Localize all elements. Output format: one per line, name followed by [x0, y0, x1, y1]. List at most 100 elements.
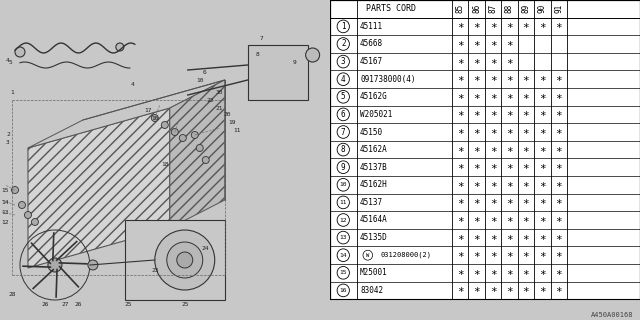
Text: 21: 21 — [216, 106, 223, 110]
Text: ∗: ∗ — [457, 127, 463, 137]
Text: ∗: ∗ — [556, 180, 562, 190]
Polygon shape — [28, 108, 170, 268]
Text: 88: 88 — [505, 4, 514, 13]
Polygon shape — [28, 80, 225, 148]
Text: ∗: ∗ — [457, 268, 463, 278]
Text: ∗: ∗ — [457, 21, 463, 31]
Text: 9: 9 — [292, 60, 296, 65]
Text: 9: 9 — [341, 163, 346, 172]
Text: ∗: ∗ — [473, 162, 480, 172]
Text: ∗: ∗ — [522, 197, 529, 207]
Text: 45135D: 45135D — [360, 233, 388, 242]
Text: 45668: 45668 — [360, 39, 383, 49]
Text: ∗: ∗ — [506, 285, 513, 295]
Text: M25001: M25001 — [360, 268, 388, 277]
Text: 45162A: 45162A — [360, 145, 388, 154]
Circle shape — [337, 108, 349, 121]
Text: ∗: ∗ — [473, 285, 480, 295]
Text: ∗: ∗ — [539, 92, 546, 102]
Text: ∗: ∗ — [490, 39, 497, 49]
Text: 89: 89 — [522, 4, 531, 13]
Text: ∗: ∗ — [522, 109, 529, 119]
Text: ∗: ∗ — [506, 145, 513, 155]
Circle shape — [337, 20, 349, 33]
Text: 14: 14 — [1, 199, 9, 204]
Text: 16: 16 — [151, 116, 159, 121]
Text: ∗: ∗ — [457, 250, 463, 260]
Circle shape — [337, 38, 349, 50]
Circle shape — [172, 129, 179, 135]
Text: 90: 90 — [538, 4, 547, 13]
Text: 45162H: 45162H — [360, 180, 388, 189]
Circle shape — [337, 179, 349, 191]
Text: 85: 85 — [456, 4, 465, 13]
Polygon shape — [170, 80, 225, 228]
Text: 7: 7 — [341, 127, 346, 137]
Text: ∗: ∗ — [473, 145, 480, 155]
Text: ∗: ∗ — [539, 233, 546, 243]
Text: 83042: 83042 — [360, 286, 383, 295]
Text: 7: 7 — [260, 36, 264, 41]
Text: ∗: ∗ — [490, 162, 497, 172]
Text: ∗: ∗ — [539, 215, 546, 225]
Text: 031208000(2): 031208000(2) — [380, 252, 431, 259]
Text: ∗: ∗ — [490, 197, 497, 207]
Text: W205021: W205021 — [360, 110, 392, 119]
Text: 5: 5 — [8, 60, 12, 65]
Text: 25: 25 — [124, 302, 132, 308]
Text: ∗: ∗ — [506, 233, 513, 243]
Text: ∗: ∗ — [556, 233, 562, 243]
Text: 25: 25 — [181, 302, 189, 308]
Text: ∗: ∗ — [506, 268, 513, 278]
Circle shape — [337, 284, 349, 297]
Circle shape — [337, 231, 349, 244]
Text: 8: 8 — [256, 52, 260, 58]
Text: 6: 6 — [341, 110, 346, 119]
Text: ∗: ∗ — [522, 162, 529, 172]
Text: ∗: ∗ — [539, 250, 546, 260]
Text: 2: 2 — [341, 39, 346, 49]
Text: ∗: ∗ — [457, 162, 463, 172]
Circle shape — [24, 212, 31, 219]
Text: 4: 4 — [131, 83, 134, 87]
Circle shape — [337, 196, 349, 209]
Text: ∗: ∗ — [490, 109, 497, 119]
Text: 30: 30 — [216, 90, 223, 94]
Circle shape — [202, 156, 209, 164]
Text: ∗: ∗ — [506, 109, 513, 119]
Text: ∗: ∗ — [506, 74, 513, 84]
Text: 11: 11 — [339, 200, 347, 205]
Text: 4: 4 — [341, 75, 346, 84]
Text: ∗: ∗ — [522, 145, 529, 155]
Circle shape — [31, 219, 38, 226]
Text: ∗: ∗ — [457, 145, 463, 155]
Text: 2: 2 — [6, 132, 10, 138]
Text: 13: 13 — [339, 235, 347, 240]
Text: ∗: ∗ — [473, 268, 480, 278]
Text: ∗: ∗ — [506, 197, 513, 207]
Text: ∗: ∗ — [473, 21, 480, 31]
Circle shape — [161, 122, 168, 129]
Text: 45137: 45137 — [360, 198, 383, 207]
Circle shape — [337, 249, 349, 261]
Text: ∗: ∗ — [490, 145, 497, 155]
Circle shape — [337, 267, 349, 279]
Circle shape — [363, 250, 372, 260]
Text: ∗: ∗ — [490, 92, 497, 102]
Text: 15: 15 — [1, 188, 9, 193]
Text: ∗: ∗ — [490, 74, 497, 84]
Text: 19: 19 — [228, 119, 236, 124]
Text: ∗: ∗ — [506, 215, 513, 225]
Text: 1: 1 — [10, 91, 14, 95]
Text: ∗: ∗ — [506, 180, 513, 190]
Text: 11: 11 — [233, 127, 241, 132]
Text: ∗: ∗ — [556, 21, 562, 31]
Text: ∗: ∗ — [522, 92, 529, 102]
Bar — [248, 45, 308, 100]
Circle shape — [337, 161, 349, 173]
Text: 3: 3 — [6, 140, 10, 145]
Text: 13: 13 — [1, 210, 9, 214]
Text: ∗: ∗ — [473, 109, 480, 119]
Text: ∗: ∗ — [457, 57, 463, 67]
Circle shape — [167, 242, 203, 278]
